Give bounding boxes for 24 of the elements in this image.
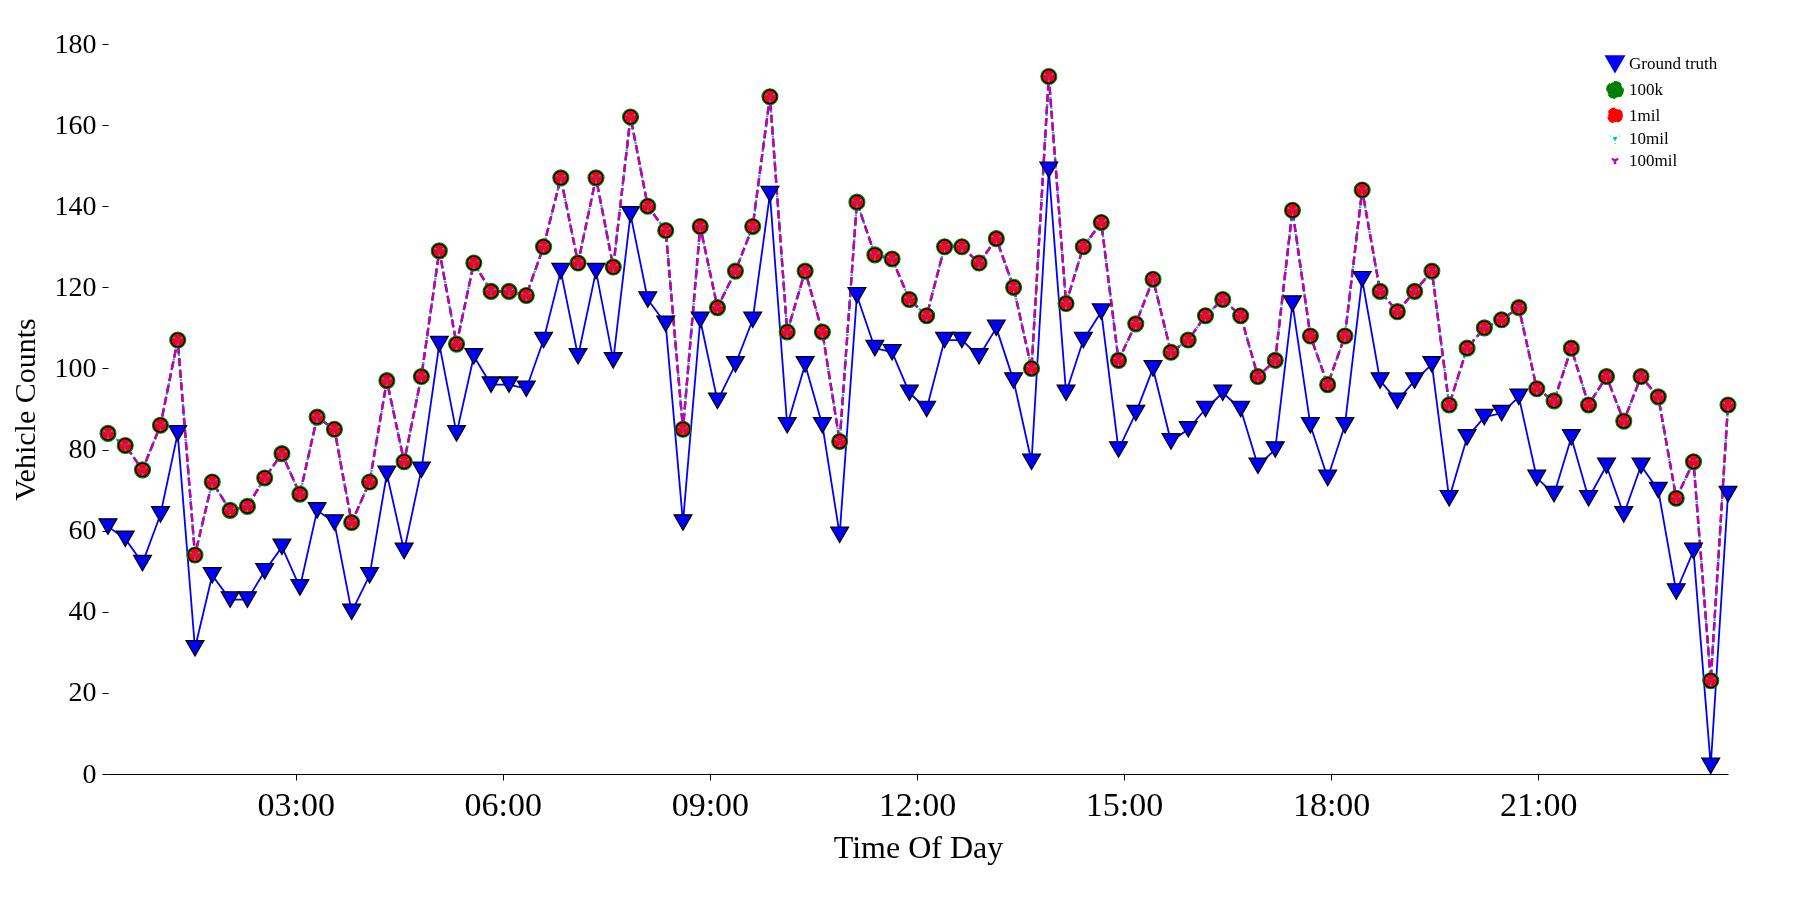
x-axis-title: Time Of Day [833,828,1004,865]
y-tick-label: 0 [82,757,97,789]
x-tick-label: 18:00 [1292,785,1371,823]
y-tick-label: 120 [54,270,97,302]
y-tick-label: 180 [54,27,97,59]
legend-label: 1mil [1629,105,1661,125]
x-tick-label: 15:00 [1085,785,1164,823]
x-tick-label: 12:00 [878,785,957,823]
y-tick-label: 20 [68,676,97,708]
y-tick-label: 140 [54,189,97,221]
y-tick-label: 100 [54,351,97,383]
legend-label: 100mil [1629,150,1678,170]
y-tick-label: 160 [54,108,97,140]
y-tick-label: 80 [68,433,97,465]
y-tick-label: 40 [68,595,97,627]
legend-label: 100k [1629,80,1664,99]
y-axis-title: Vehicle Counts [7,318,41,501]
legend-label: 10mil [1629,128,1669,148]
y-tick-label: 60 [68,514,97,546]
x-tick-label: 21:00 [1499,785,1578,823]
x-tick-label: 06:00 [464,785,543,823]
x-tick-label: 03:00 [257,785,335,823]
x-tick-label: 09:00 [671,785,750,823]
legend-label: Ground truth [1629,54,1718,73]
